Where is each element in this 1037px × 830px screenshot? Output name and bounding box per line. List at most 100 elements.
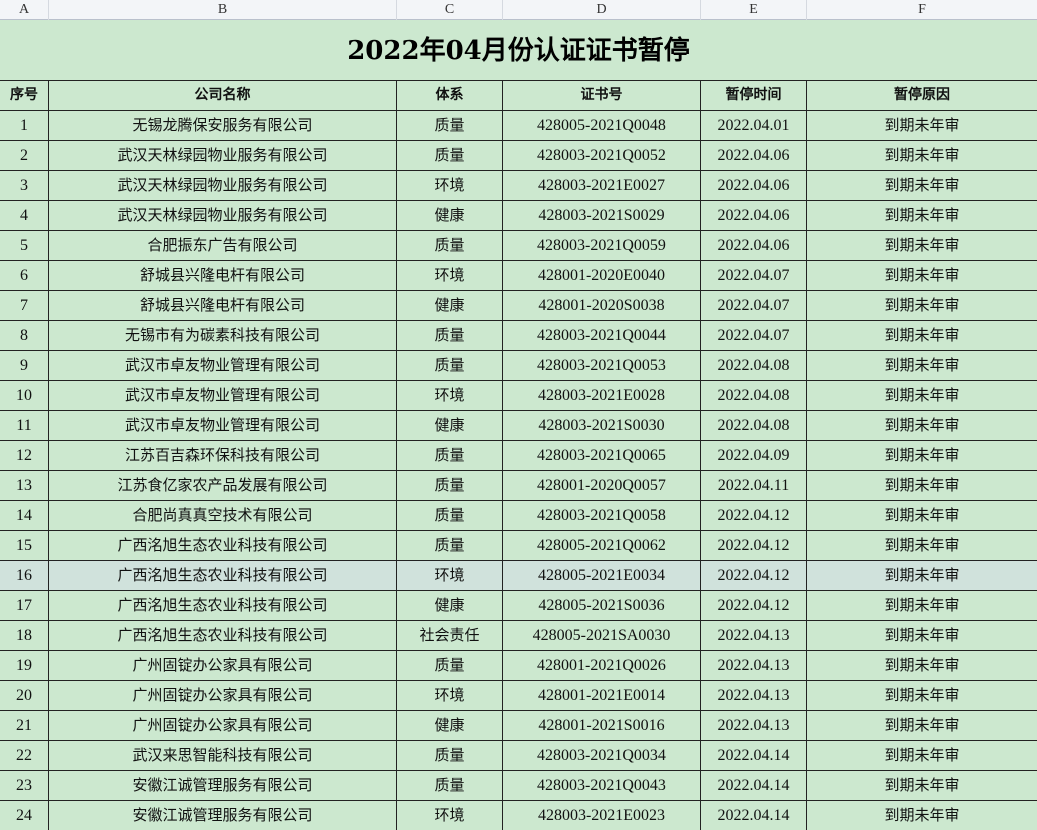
cell-system[interactable]: 质量 — [397, 651, 503, 680]
cell-reason[interactable]: 到期未年审 — [884, 446, 960, 464]
cell-company[interactable]: 江苏食亿家农产品发展有限公司 — [49, 471, 397, 500]
cell-date[interactable]: 2022.04.12 — [701, 531, 807, 560]
column-header-b[interactable]: B — [49, 0, 397, 20]
cell-date[interactable]: 2022.04.08 — [701, 351, 807, 380]
cell-company[interactable]: 武汉天林绿园物业服务有限公司 — [49, 171, 397, 200]
cell-index[interactable]: 12 — [0, 441, 49, 470]
cell-company[interactable]: 广西洺旭生态农业科技有限公司 — [49, 591, 397, 620]
cell-index[interactable]: 22 — [0, 741, 49, 770]
cell-reason[interactable]: 到期未年审 — [884, 746, 960, 764]
cell-reason[interactable]: 到期未年审 — [884, 506, 960, 524]
cell-system[interactable]: 质量 — [397, 231, 503, 260]
cell-date[interactable]: 2022.04.14 — [701, 741, 807, 770]
header-cell-date[interactable]: 暂停时间 — [701, 81, 807, 110]
cell-index[interactable]: 8 — [0, 321, 49, 350]
header-cell-reason[interactable]: 暂停原因 — [894, 87, 950, 103]
cell-system[interactable]: 环境 — [397, 681, 503, 710]
cell-index[interactable]: 10 — [0, 381, 49, 410]
cell-cert-no[interactable]: 428005-2021SA0030 — [503, 621, 701, 650]
cell-reason[interactable]: 到期未年审 — [884, 356, 960, 374]
cell-system[interactable]: 环境 — [397, 171, 503, 200]
cell-cert-no[interactable]: 428003-2021E0028 — [503, 381, 701, 410]
cell-system[interactable]: 健康 — [397, 291, 503, 320]
cell-date[interactable]: 2022.04.07 — [701, 321, 807, 350]
column-header-f[interactable]: F — [918, 2, 926, 17]
header-cell-cert-no[interactable]: 证书号 — [503, 81, 701, 110]
cell-company[interactable]: 广州固锭办公家具有限公司 — [49, 711, 397, 740]
cell-date[interactable]: 2022.04.01 — [701, 111, 807, 140]
cell-date[interactable]: 2022.04.14 — [701, 801, 807, 830]
column-header-c[interactable]: C — [397, 0, 503, 20]
cell-date[interactable]: 2022.04.06 — [701, 141, 807, 170]
cell-cert-no[interactable]: 428003-2021Q0059 — [503, 231, 701, 260]
cell-reason[interactable]: 到期未年审 — [884, 146, 960, 164]
cell-company[interactable]: 广州固锭办公家具有限公司 — [49, 681, 397, 710]
cell-system[interactable]: 环境 — [397, 561, 503, 590]
cell-reason[interactable]: 到期未年审 — [884, 176, 960, 194]
cell-reason[interactable]: 到期未年审 — [884, 536, 960, 554]
cell-company[interactable]: 舒城县兴隆电杆有限公司 — [49, 261, 397, 290]
cell-company[interactable]: 武汉市卓友物业管理有限公司 — [49, 381, 397, 410]
cell-index[interactable]: 5 — [0, 231, 49, 260]
cell-system[interactable]: 质量 — [397, 351, 503, 380]
cell-date[interactable]: 2022.04.13 — [701, 681, 807, 710]
cell-cert-no[interactable]: 428005-2021Q0062 — [503, 531, 701, 560]
cell-index[interactable]: 20 — [0, 681, 49, 710]
cell-company[interactable]: 武汉天林绿园物业服务有限公司 — [49, 201, 397, 230]
column-header-d[interactable]: D — [503, 0, 701, 20]
cell-date[interactable]: 2022.04.13 — [701, 711, 807, 740]
cell-reason[interactable]: 到期未年审 — [884, 476, 960, 494]
cell-date[interactable]: 2022.04.13 — [701, 621, 807, 650]
cell-cert-no[interactable]: 428003-2021Q0034 — [503, 741, 701, 770]
cell-reason[interactable]: 到期未年审 — [884, 776, 960, 794]
cell-company[interactable]: 武汉市卓友物业管理有限公司 — [49, 411, 397, 440]
cell-index[interactable]: 18 — [0, 621, 49, 650]
cell-cert-no[interactable]: 428003-2021Q0058 — [503, 501, 701, 530]
cell-company[interactable]: 广州固锭办公家具有限公司 — [49, 651, 397, 680]
cell-company[interactable]: 武汉来思智能科技有限公司 — [49, 741, 397, 770]
cell-date[interactable]: 2022.04.09 — [701, 441, 807, 470]
cell-reason[interactable]: 到期未年审 — [884, 326, 960, 344]
cell-reason[interactable]: 到期未年审 — [884, 656, 960, 674]
cell-index[interactable]: 3 — [0, 171, 49, 200]
cell-cert-no[interactable]: 428005-2021S0036 — [503, 591, 701, 620]
cell-cert-no[interactable]: 428003-2021Q0053 — [503, 351, 701, 380]
cell-cert-no[interactable]: 428001-2021S0016 — [503, 711, 701, 740]
cell-date[interactable]: 2022.04.08 — [701, 411, 807, 440]
cell-reason[interactable]: 到期未年审 — [884, 116, 960, 134]
cell-date[interactable]: 2022.04.06 — [701, 201, 807, 230]
header-cell-index[interactable]: 序号 — [0, 81, 49, 110]
cell-index[interactable]: 14 — [0, 501, 49, 530]
cell-cert-no[interactable]: 428001-2020S0038 — [503, 291, 701, 320]
cell-company[interactable]: 合肥振东广告有限公司 — [49, 231, 397, 260]
cell-index[interactable]: 16 — [0, 561, 49, 590]
cell-cert-no[interactable]: 428005-2021Q0048 — [503, 111, 701, 140]
cell-system[interactable]: 质量 — [397, 501, 503, 530]
cell-date[interactable]: 2022.04.12 — [701, 561, 807, 590]
cell-reason[interactable]: 到期未年审 — [884, 716, 960, 734]
cell-index[interactable]: 17 — [0, 591, 49, 620]
cell-date[interactable]: 2022.04.08 — [701, 381, 807, 410]
cell-index[interactable]: 9 — [0, 351, 49, 380]
cell-cert-no[interactable]: 428003-2021S0030 — [503, 411, 701, 440]
cell-date[interactable]: 2022.04.11 — [701, 471, 807, 500]
cell-cert-no[interactable]: 428003-2021E0023 — [503, 801, 701, 830]
cell-reason[interactable]: 到期未年审 — [884, 626, 960, 644]
cell-system[interactable]: 健康 — [397, 201, 503, 230]
cell-system[interactable]: 环境 — [397, 381, 503, 410]
cell-reason[interactable]: 到期未年审 — [884, 596, 960, 614]
column-header-e[interactable]: E — [701, 0, 807, 20]
header-cell-system[interactable]: 体系 — [397, 81, 503, 110]
cell-index[interactable]: 11 — [0, 411, 49, 440]
cell-reason[interactable]: 到期未年审 — [884, 386, 960, 404]
cell-index[interactable]: 6 — [0, 261, 49, 290]
cell-date[interactable]: 2022.04.13 — [701, 651, 807, 680]
cell-system[interactable]: 质量 — [397, 471, 503, 500]
cell-company[interactable]: 无锡市有为碳素科技有限公司 — [49, 321, 397, 350]
cell-index[interactable]: 1 — [0, 111, 49, 140]
sheet-title[interactable]: 2022年04月份认证证书暂停 — [347, 36, 690, 66]
cell-index[interactable]: 24 — [0, 801, 49, 830]
cell-system[interactable]: 健康 — [397, 411, 503, 440]
cell-reason[interactable]: 到期未年审 — [884, 266, 960, 284]
cell-company[interactable]: 安徽江诚管理服务有限公司 — [49, 801, 397, 830]
